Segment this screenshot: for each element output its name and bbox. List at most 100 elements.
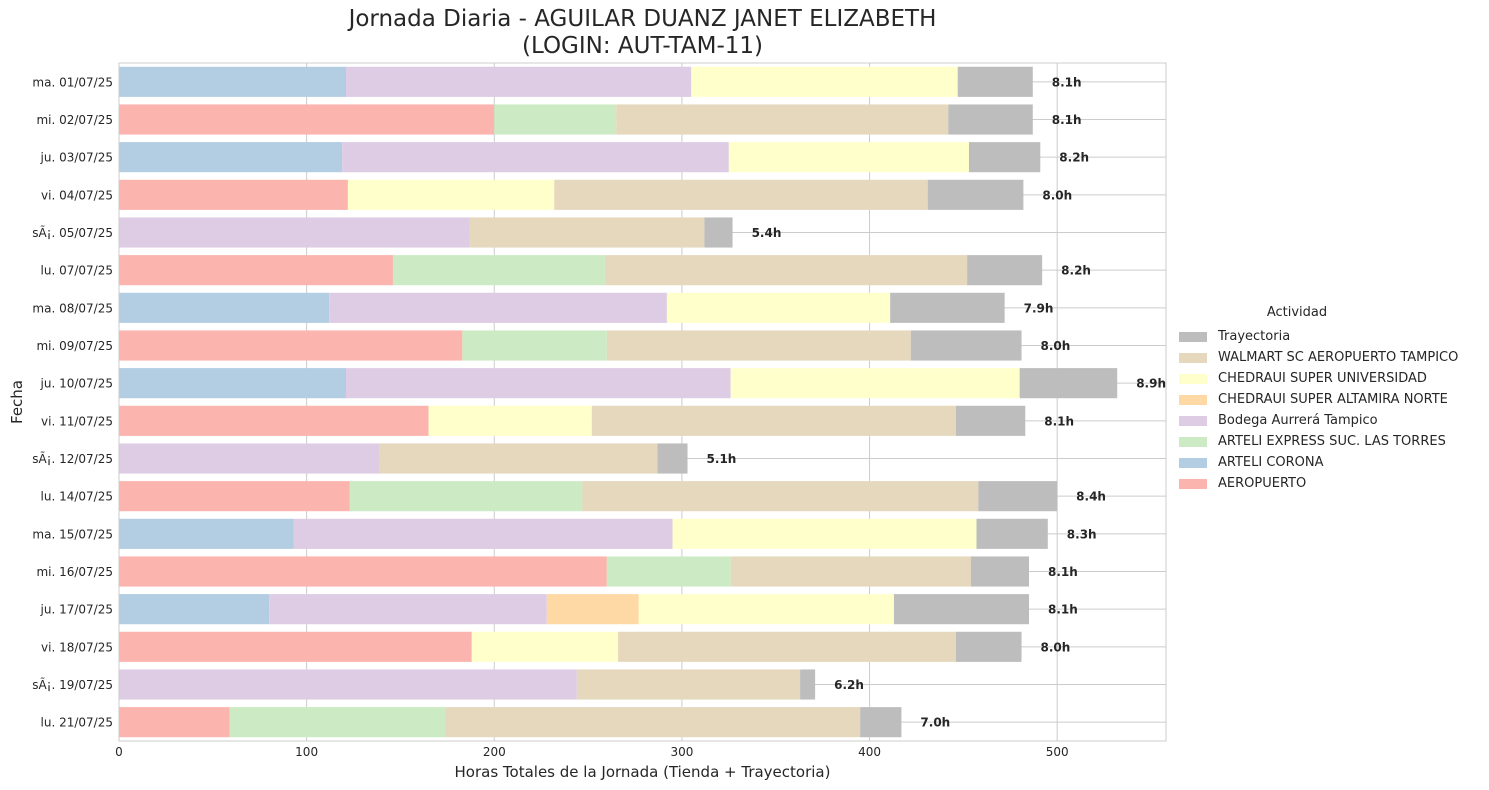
legend-item-arteli-corona: ARTELI CORONA <box>1172 452 1484 473</box>
chart-title-line-1: Jornada Diaria - AGUILAR DUANZ JANET ELI… <box>348 6 937 32</box>
bar-segment-bodega-aurrera-tampico <box>329 292 667 323</box>
legend-swatch <box>1179 478 1207 489</box>
bar-segment-bodega-aurrera-tampico <box>119 443 380 474</box>
bar-segment-walmart-sc-aeropuerto-tampico <box>618 631 956 662</box>
bar-segment-trayectoria <box>893 594 1030 625</box>
bar-segment-chedraui-super-universidad <box>638 594 894 625</box>
y-tick-label: lu. 14/07/25 <box>41 490 113 504</box>
bar-total-label: 8.0h <box>1042 188 1072 202</box>
bar-segment-trayectoria <box>657 443 688 474</box>
bar-segment-walmart-sc-aeropuerto-tampico <box>469 217 705 248</box>
bar-segment-trayectoria <box>968 142 1041 173</box>
bar-total-label: 6.2h <box>834 678 864 692</box>
bar-segment-arteli-corona <box>119 292 330 323</box>
bar-segment-walmart-sc-aeropuerto-tampico <box>554 179 928 210</box>
bar-segment-bodega-aurrera-tampico <box>269 594 547 625</box>
bar-segment-walmart-sc-aeropuerto-tampico <box>616 104 949 135</box>
bar-segment-aeropuerto <box>119 631 472 662</box>
bar-segment-aeropuerto <box>119 556 607 587</box>
legend-item-trayectoria: Trayectoria <box>1172 326 1484 347</box>
legend-swatch <box>1179 352 1207 363</box>
bar-segment-arteli-corona <box>119 518 294 549</box>
legend-swatch <box>1179 373 1207 384</box>
legend-swatch <box>1179 457 1207 468</box>
legend-label: ARTELI EXPRESS SUC. LAS TORRES <box>1218 434 1446 449</box>
chart-title-line-2: (LOGIN: AUT-TAM-11) <box>521 33 764 59</box>
legend-label: Bodega Aurrerá Tampico <box>1218 413 1378 428</box>
chart-title: Jornada Diaria - AGUILAR DUANZ JANET ELI… <box>119 6 1166 60</box>
y-tick-label: mi. 09/07/25 <box>36 339 113 353</box>
bar-segment-trayectoria <box>800 669 816 700</box>
bar-segment-bodega-aurrera-tampico <box>293 518 673 549</box>
bar-segment-trayectoria <box>978 481 1058 512</box>
bar-segment-aeropuerto <box>119 179 348 210</box>
bar-segment-trayectoria <box>948 104 1033 135</box>
y-tick-label: mi. 16/07/25 <box>36 565 113 579</box>
y-tick-label: ju. 17/07/25 <box>40 603 113 617</box>
bar-segment-walmart-sc-aeropuerto-tampico <box>576 669 801 700</box>
bar-segment-walmart-sc-aeropuerto-tampico <box>379 443 658 474</box>
bar-total-label: 8.0h <box>1041 640 1071 654</box>
y-tick-label: vi. 11/07/25 <box>41 414 113 428</box>
x-tick-label: 200 <box>483 745 506 759</box>
bar-total-label: 8.3h <box>1067 527 1097 541</box>
bar-segment-trayectoria <box>957 66 1033 97</box>
bar-segment-chedraui-super-altamira-norte <box>546 594 639 625</box>
bar-segment-aeropuerto <box>119 255 393 286</box>
y-tick-label: sÃ¡. 05/07/25 <box>32 225 113 240</box>
bar-segment-arteli-corona <box>119 66 347 97</box>
bar-segment-trayectoria <box>910 330 1022 361</box>
bar-segment-trayectoria <box>970 556 1030 587</box>
plot-frame <box>118 62 1167 742</box>
bar-segment-chedraui-super-universidad <box>666 292 891 323</box>
bar-segment-trayectoria <box>955 405 1026 436</box>
y-tick-label: sÃ¡. 12/07/25 <box>32 451 113 466</box>
bar-segment-bodega-aurrera-tampico <box>119 217 470 248</box>
bar-total-label: 8.2h <box>1059 151 1089 165</box>
bar-segment-chedraui-super-universidad <box>728 142 969 173</box>
y-tick-label: ma. 08/07/25 <box>32 301 113 315</box>
bar-segment-aeropuerto <box>119 707 230 738</box>
bar-segment-bodega-aurrera-tampico <box>346 66 692 97</box>
bar-segment-walmart-sc-aeropuerto-tampico <box>730 556 971 587</box>
bar-segment-chedraui-super-universidad <box>428 405 592 436</box>
legend: Actividad Trayectoria WALMART SC AEROPUER… <box>1172 305 1484 494</box>
legend-item-chedraui-super-altamira-norte: CHEDRAUI SUPER ALTAMIRA NORTE <box>1172 389 1484 410</box>
bar-segment-bodega-aurrera-tampico <box>342 142 729 173</box>
legend-label: WALMART SC AEROPUERTO TAMPICO <box>1218 350 1459 365</box>
bar-segment-chedraui-super-universidad <box>471 631 619 662</box>
legend-items: Trayectoria WALMART SC AEROPUERTO TAMPICO… <box>1172 326 1484 494</box>
bar-total-label: 5.4h <box>752 226 782 240</box>
y-tick-label: lu. 07/07/25 <box>41 264 113 278</box>
bar-total-label: 8.9h <box>1136 377 1166 391</box>
legend-swatch <box>1179 394 1207 405</box>
legend-swatch <box>1179 436 1207 447</box>
bar-total-label: 8.1h <box>1048 565 1078 579</box>
bar-segment-arteli-express-suc-las-torres <box>392 255 605 286</box>
bar-total-label: 8.1h <box>1052 113 1082 127</box>
bar-segment-trayectoria <box>976 518 1048 549</box>
bar-segment-chedraui-super-universidad <box>691 66 958 97</box>
bar-segment-arteli-express-suc-las-torres <box>229 707 446 738</box>
bar-segment-aeropuerto <box>119 481 350 512</box>
y-axis-label: Fecha <box>8 380 26 424</box>
bar-segment-arteli-corona <box>119 368 347 399</box>
legend-item-aeropuerto: AEROPUERTO <box>1172 473 1484 494</box>
y-tick-label: mi. 02/07/25 <box>36 113 113 127</box>
bar-segment-aeropuerto <box>119 104 495 135</box>
bar-segment-arteli-express-suc-las-torres <box>494 104 617 135</box>
bar-total-label: 7.0h <box>920 716 950 730</box>
y-tick-label: ma. 01/07/25 <box>32 75 113 89</box>
bar-segment-bodega-aurrera-tampico <box>119 669 577 700</box>
bar-segment-trayectoria <box>927 179 1024 210</box>
bar-total-label: 7.9h <box>1024 301 1054 315</box>
bar-total-label: 8.4h <box>1076 490 1106 504</box>
bar-total-label: 8.1h <box>1044 414 1074 428</box>
y-tick-label: lu. 21/07/25 <box>41 716 113 730</box>
legend-label: AEROPUERTO <box>1218 476 1307 491</box>
bar-segment-walmart-sc-aeropuerto-tampico <box>591 405 956 436</box>
bar-segment-bodega-aurrera-tampico <box>346 368 731 399</box>
bar-total-label: 5.1h <box>707 452 737 466</box>
bar-segment-arteli-express-suc-las-torres <box>606 556 731 587</box>
